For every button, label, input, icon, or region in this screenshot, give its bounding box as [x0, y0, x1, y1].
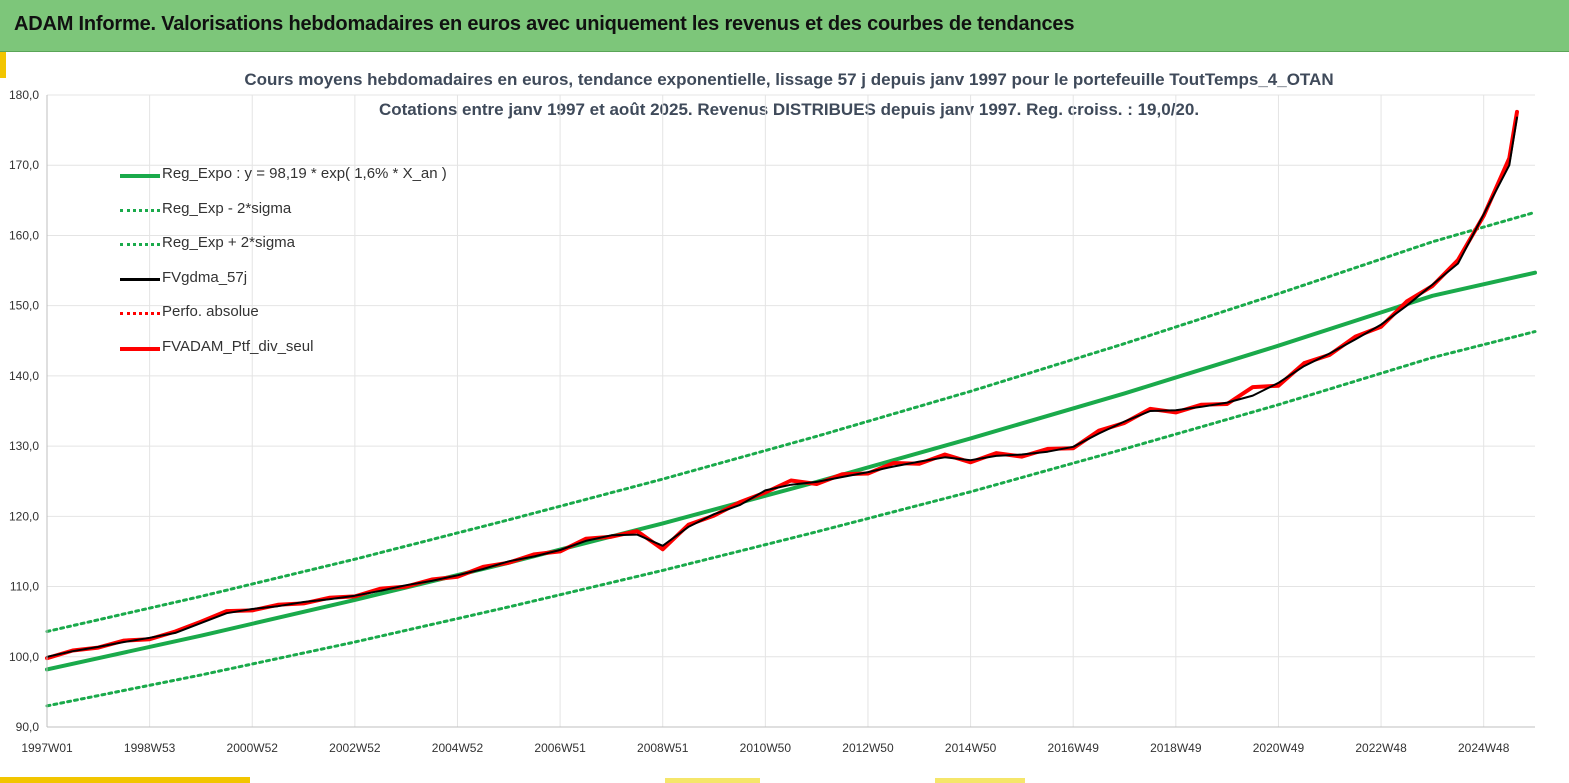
y-tick-label: 170,0	[9, 158, 39, 172]
accent-strip-bottom-3	[935, 778, 1025, 783]
x-tick-label: 2016W49	[1048, 741, 1100, 755]
x-tick-label: 1998W53	[124, 741, 176, 755]
x-tick-label: 2004W52	[432, 741, 484, 755]
x-tick-label: 2020W49	[1253, 741, 1305, 755]
chart-subtitle: Cotations entre janv 1997 et août 2025. …	[378, 100, 1200, 119]
accent-strip-left	[0, 52, 6, 78]
legend-swatch	[120, 243, 160, 246]
grid	[46, 94, 1535, 728]
x-tick-label: 1997W01	[21, 741, 73, 755]
x-tick-label: 2012W50	[842, 741, 894, 755]
y-tick-label: 110,0	[10, 580, 39, 594]
legend-label: Reg_Expo : y = 98,19 * exp( 1,6% * X_an …	[162, 165, 447, 182]
accent-strip-bottom-2	[665, 778, 760, 783]
x-tick-label: 2006W51	[534, 741, 586, 755]
header-bar: ADAM Informe. Valorisations hebdomadaire…	[0, 0, 1569, 52]
series-line-0	[45, 270, 1537, 672]
y-tick-label: 120,0	[9, 509, 39, 523]
series-line-2	[45, 210, 1537, 633]
y-tick-label: 90,0	[16, 720, 40, 734]
legend-label: Reg_Exp - 2*sigma	[162, 199, 292, 217]
series-line-5	[45, 109, 1519, 661]
x-tick-label: 2002W52	[329, 741, 381, 755]
axis-layer: 180,0 170,0 160,0 150,0 140,0 130,0 120,0 110,0…	[9, 88, 1535, 755]
legend-swatch	[120, 208, 160, 212]
legend-swatch	[120, 174, 160, 178]
legend-label: FVADAM_Ptf_div_seul	[162, 337, 314, 355]
x-tick-label: 2000W52	[227, 741, 279, 755]
series-line-3	[46, 116, 1518, 658]
x-tick-label: 2010W50	[740, 741, 792, 755]
y-tick-label: 140,0	[9, 369, 39, 383]
page-title: ADAM Informe. Valorisations hebdomadaire…	[14, 13, 1075, 35]
x-tick-label: 2024W48	[1458, 741, 1510, 755]
x-tick-label: 2018W49	[1150, 741, 1202, 755]
series-layer	[45, 109, 1537, 708]
chart-title: Cours moyens hebdomadaires en euros, ten…	[244, 70, 1334, 89]
y-tick-label: 100,0	[9, 650, 39, 664]
y-tick-label: 150,0	[9, 299, 39, 313]
legend-swatch	[120, 312, 160, 315]
y-tick-label: 130,0	[9, 439, 39, 453]
legend-label: FVgdma_57j	[162, 268, 248, 286]
y-tick-label: 180,0	[9, 88, 39, 102]
legend-swatch	[120, 346, 160, 351]
x-tick-label: 2014W50	[945, 741, 997, 755]
x-tick-label: 2022W48	[1355, 741, 1407, 755]
x-tick-label: 2008W51	[637, 741, 689, 755]
legend-label: Perfo. absolue	[162, 303, 259, 320]
accent-strip-bottom	[0, 777, 250, 783]
legend-swatch	[120, 277, 160, 281]
legend-label: Reg_Exp + 2*sigma	[162, 234, 295, 251]
series-line-1	[45, 330, 1537, 708]
y-tick-label: 160,0	[9, 228, 39, 242]
